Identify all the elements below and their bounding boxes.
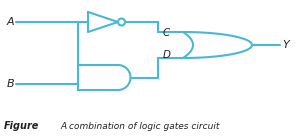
Circle shape bbox=[118, 18, 125, 25]
Text: Figure: Figure bbox=[4, 121, 39, 131]
Text: A: A bbox=[7, 17, 14, 27]
Text: A combination of logic gates circuit: A combination of logic gates circuit bbox=[60, 122, 219, 131]
Text: B: B bbox=[7, 79, 14, 89]
Text: C: C bbox=[163, 28, 170, 38]
Text: Y: Y bbox=[282, 40, 289, 50]
Text: D: D bbox=[163, 50, 171, 60]
